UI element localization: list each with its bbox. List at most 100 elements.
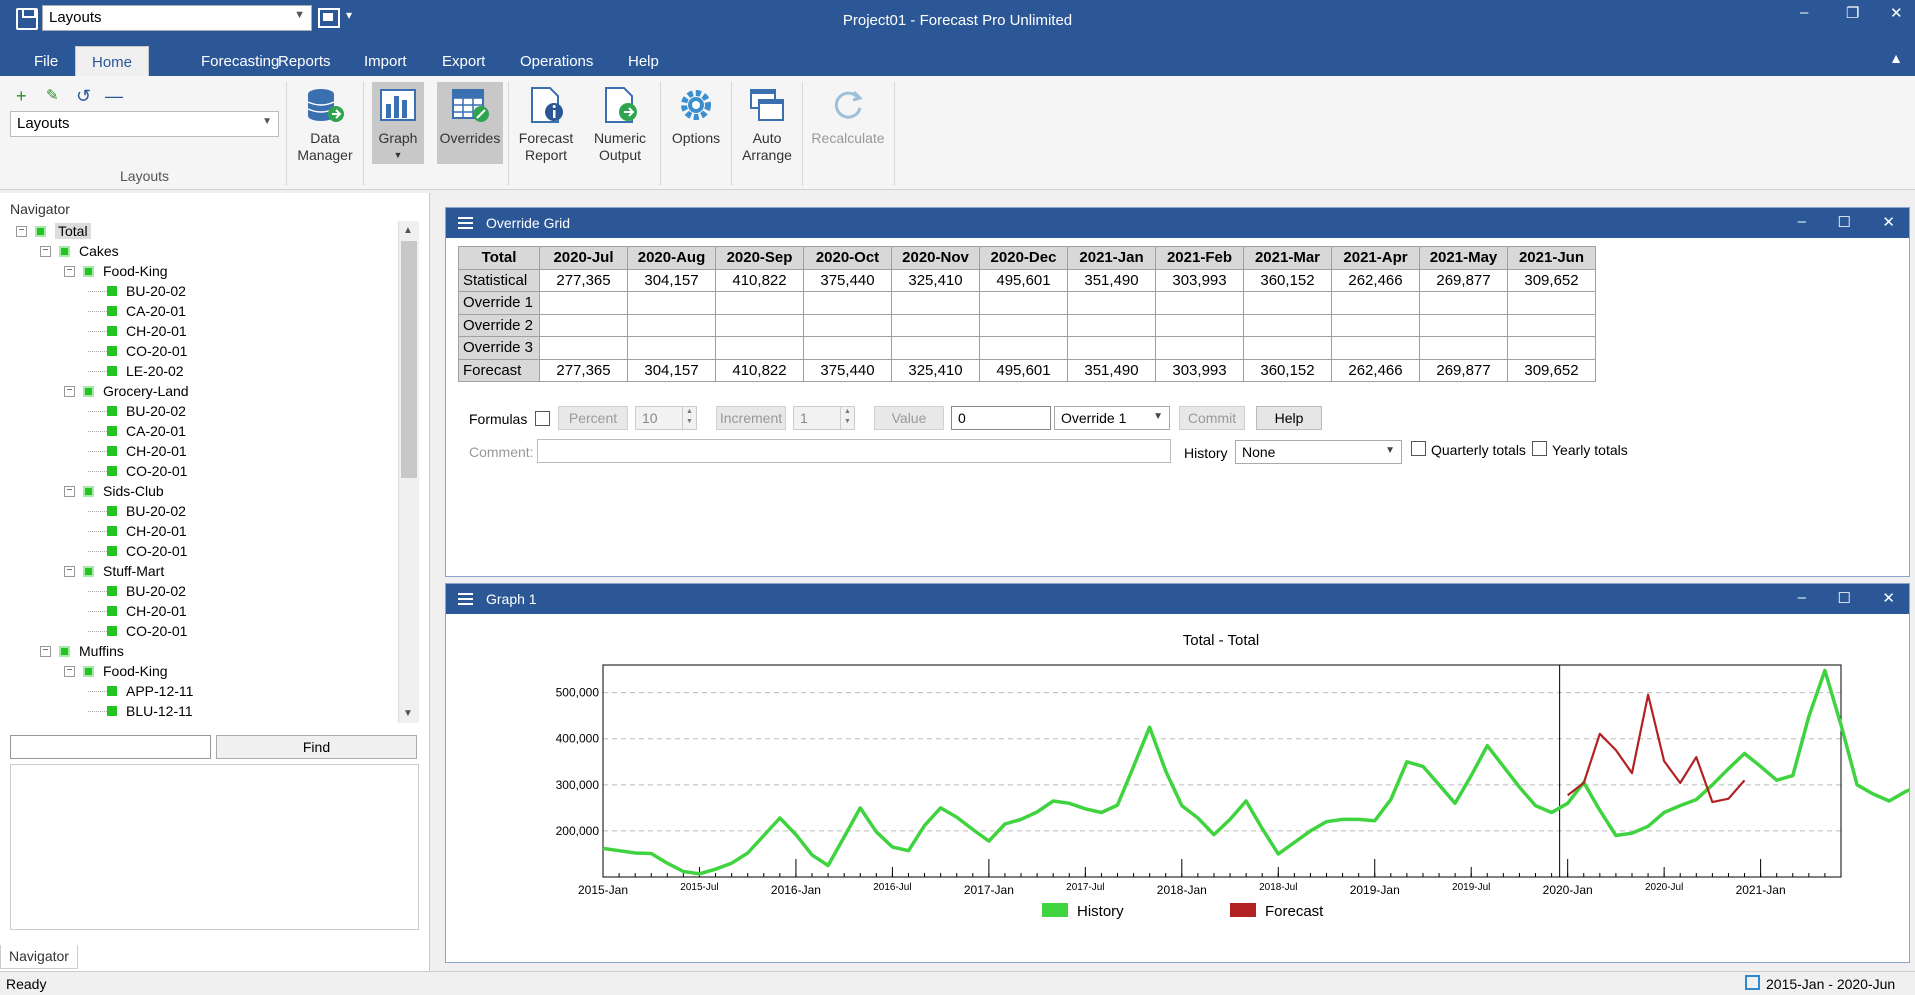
grid-cell[interactable]: 269,877 [1419,268,1508,292]
stepper-arrows-icon[interactable]: ▲ ▼ [682,407,696,429]
ribbon-collapse-icon[interactable]: ▲ [1889,50,1903,66]
grid-cell[interactable] [1243,313,1332,337]
tree-node[interactable]: CO-20-01 [88,341,187,361]
tree-node[interactable]: LE-20-02 [88,361,184,381]
grid-cell[interactable]: 262,466 [1331,358,1420,382]
tab-import[interactable]: Import [364,53,407,70]
grid-cell[interactable] [1155,313,1244,337]
tree-node[interactable]: − Food-King [64,261,168,281]
tree-node[interactable]: − Stuff-Mart [64,561,164,581]
grid-cell[interactable] [1067,291,1156,315]
recalculate-button[interactable]: Recalculate [808,82,888,164]
grid-cell[interactable] [1507,336,1596,360]
tree-node[interactable]: CA-20-01 [88,421,186,441]
grid-cell[interactable] [1507,313,1596,337]
tree-node[interactable]: CO-20-01 [88,541,187,561]
collapse-icon[interactable]: − [64,665,75,677]
forecast-report-button[interactable]: Forecast Report [513,82,579,164]
help-button[interactable]: Help [1256,406,1322,430]
grid-cell[interactable]: 325,410 [891,358,980,382]
restore-icon[interactable]: ❐ [1846,5,1860,22]
panel-maximize-icon[interactable]: ☐ [1837,590,1851,607]
tree-node[interactable]: CO-20-01 [88,461,187,481]
tree-node[interactable]: BU-20-02 [88,501,186,521]
yearly-totals-checkbox[interactable] [1532,441,1547,456]
commit-button[interactable]: Commit [1179,406,1245,430]
grid-cell[interactable]: 375,440 [803,358,892,382]
grid-cell[interactable]: 303,993 [1155,268,1244,292]
tree-node[interactable]: − Total [16,221,91,241]
tab-file[interactable]: File [34,53,59,70]
percent-button[interactable]: Percent [558,406,628,430]
grid-cell[interactable] [1331,313,1420,337]
grid-cell[interactable]: 309,652 [1507,268,1596,292]
forecast-chart[interactable]: Total - Total 200,000 300,000 400,000 500,00… [446,614,1909,962]
grid-cell[interactable] [539,336,628,360]
panel-close-icon[interactable]: ✕ [1882,590,1895,607]
find-input[interactable] [10,735,211,759]
grid-cell[interactable] [1067,313,1156,337]
grid-cell[interactable] [979,313,1068,337]
panel-close-icon[interactable]: ✕ [1882,214,1895,231]
grid-cell[interactable] [627,313,716,337]
hamburger-menu-icon[interactable] [458,217,473,229]
tree-node[interactable]: BU-20-02 [88,281,186,301]
tree-node[interactable]: CA-20-01 [88,301,186,321]
grid-cell[interactable] [979,336,1068,360]
add-layout-icon[interactable]: + [16,86,27,106]
collapse-icon[interactable]: − [40,645,51,657]
tab-export[interactable]: Export [442,53,486,70]
grid-cell[interactable]: 277,365 [539,268,628,292]
find-button[interactable]: Find [216,735,417,759]
grid-cell[interactable] [803,291,892,315]
comment-input[interactable] [537,439,1171,463]
collapse-icon[interactable]: − [64,485,75,497]
tree-node[interactable]: BU-20-02 [88,581,186,601]
grid-cell[interactable]: 360,152 [1243,268,1332,292]
grid-cell[interactable] [1507,291,1596,315]
layout-quick-combo[interactable]: Layouts ▼ [42,5,312,31]
collapse-icon[interactable]: − [40,245,51,257]
grid-cell[interactable] [1419,291,1508,315]
grid-cell[interactable]: 375,440 [803,268,892,292]
tab-home[interactable]: Home [75,46,150,76]
tree-node[interactable]: CH-20-01 [88,521,187,541]
panel-minimize-icon[interactable]: – [1797,213,1806,230]
navigator-scrollbar[interactable]: ▲ ▼ [398,221,419,723]
tab-operations[interactable]: Operations [520,53,594,70]
tree-node[interactable]: APP-12-11 [88,681,193,701]
options-button[interactable]: Options [666,82,726,164]
remove-layout-icon[interactable]: — [105,86,123,106]
tree-node[interactable]: − Muffins [40,641,124,661]
grid-cell[interactable] [715,313,804,337]
qat-customize-icon[interactable]: ▾ [346,8,353,22]
layouts-select[interactable]: Layouts ▼ [10,111,279,137]
quarterly-totals-checkbox[interactable] [1411,441,1426,456]
override-row-select[interactable]: Override 1 ▼ [1054,406,1170,430]
grid-cell[interactable] [1067,336,1156,360]
grid-cell[interactable] [539,313,628,337]
tree-node[interactable]: − Sids-Club [64,481,164,501]
grid-cell[interactable]: 360,152 [1243,358,1332,382]
grid-cell[interactable]: 262,466 [1331,268,1420,292]
grid-cell[interactable]: 410,822 [715,358,804,382]
grid-cell[interactable] [1331,336,1420,360]
close-icon[interactable]: ✕ [1890,5,1903,22]
grid-cell[interactable]: 351,490 [1067,358,1156,382]
scroll-up-icon[interactable]: ▲ [403,225,413,236]
collapse-icon[interactable]: − [16,225,27,237]
tab-reports[interactable]: Reports [278,53,331,70]
grid-cell[interactable] [715,291,804,315]
scroll-down-icon[interactable]: ▼ [403,708,413,719]
value-button[interactable]: Value [874,406,944,430]
edit-layout-icon[interactable]: ✎ [46,87,59,104]
grid-cell[interactable]: 495,601 [979,268,1068,292]
grid-cell[interactable] [627,336,716,360]
increment-button[interactable]: Increment [716,406,786,430]
scrollbar-thumb[interactable] [401,241,417,478]
grid-cell[interactable]: 325,410 [891,268,980,292]
collapse-icon[interactable]: − [64,265,75,277]
grid-cell[interactable]: 304,157 [627,358,716,382]
tree-node[interactable]: CH-20-01 [88,441,187,461]
grid-cell[interactable]: 495,601 [979,358,1068,382]
